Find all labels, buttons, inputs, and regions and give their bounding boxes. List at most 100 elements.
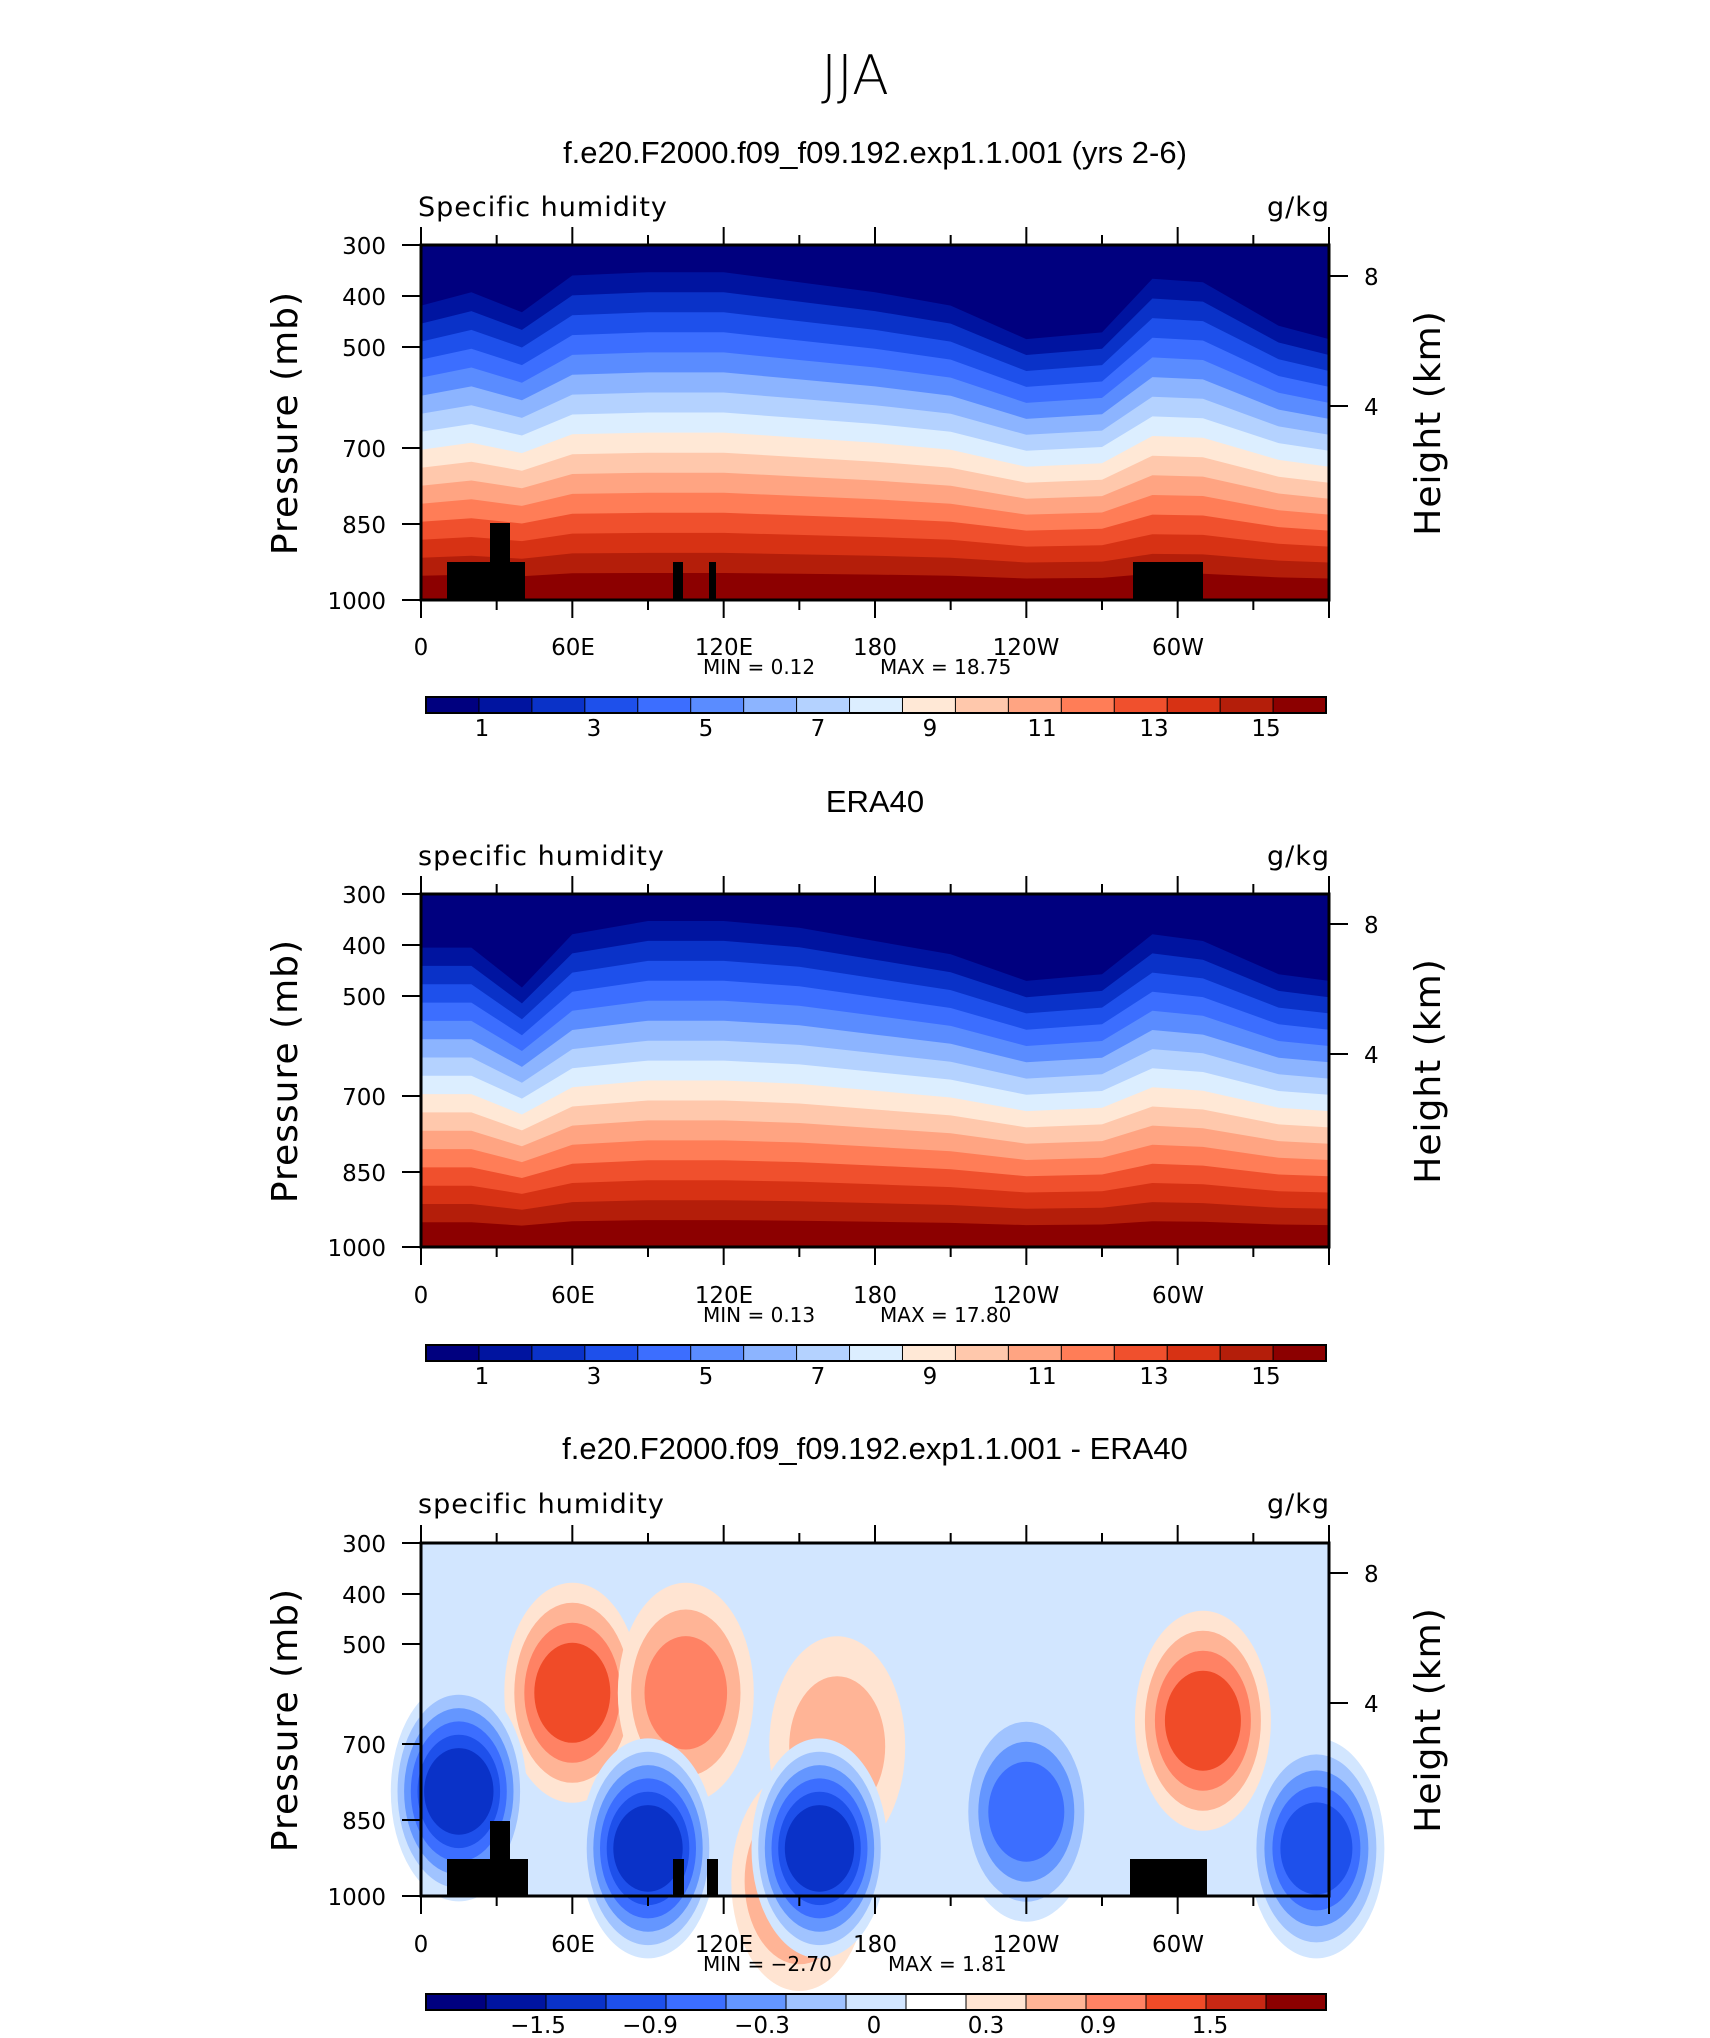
colorbar-swatch xyxy=(1008,697,1062,713)
colorbar-label: 15 xyxy=(1251,1364,1280,1390)
panel-title: ERA40 xyxy=(826,784,924,819)
x-tick-label: 180 xyxy=(853,1932,897,1958)
colorbar-label: 11 xyxy=(1027,716,1056,742)
y-right-tick-label: 4 xyxy=(1364,1692,1379,1718)
x-tick-label: 180 xyxy=(853,635,897,661)
y-axis-left: 300 400 500 700 850 1000 Pressure (mb) xyxy=(265,883,421,1262)
y-right-tick-label: 8 xyxy=(1364,265,1379,291)
contour-band xyxy=(421,1220,1329,1247)
colorbar-label: 11 xyxy=(1027,1364,1056,1390)
min-readout: MIN = 0.12 xyxy=(703,655,815,679)
figure-title: JJA xyxy=(821,44,889,107)
colorbar-label: −0.9 xyxy=(622,2013,678,2038)
x-tick-label: 120W xyxy=(993,1283,1060,1309)
x-tick-label: 180 xyxy=(853,1283,897,1309)
y-tick-label: 1000 xyxy=(327,589,386,615)
colorbar-label: 7 xyxy=(811,716,826,742)
anomaly-contour xyxy=(534,1642,611,1743)
colorbar-swatch xyxy=(1061,1345,1115,1361)
colorbar-swatch xyxy=(637,1345,692,1361)
colorbar-label: 3 xyxy=(587,716,602,742)
colorbar-label: 13 xyxy=(1139,716,1168,742)
colorbar-swatch xyxy=(546,1994,607,2010)
colorbar-swatch xyxy=(584,697,639,713)
variable-label: specific humidity xyxy=(418,841,665,872)
x-tick-label: 60W xyxy=(1152,1283,1204,1309)
max-readout: MAX = 17.80 xyxy=(880,1303,1011,1327)
colorbar-label: 1 xyxy=(475,716,490,742)
panel-difference: f.e20.F2000.f09_f09.192.exp1.1.001 - ERA… xyxy=(265,1431,1449,2038)
y-tick-label: 300 xyxy=(342,883,386,909)
colorbar-label: 15 xyxy=(1251,716,1280,742)
contour-fill xyxy=(421,894,1329,1247)
colorbar-frame xyxy=(425,1344,1327,1362)
colorbar-swatch xyxy=(796,1345,851,1361)
colorbar-swatch xyxy=(846,1994,907,2010)
colorbar-swatch xyxy=(902,697,956,713)
colorbar-swatch xyxy=(666,1994,727,2010)
colorbar-swatch xyxy=(743,697,798,713)
colorbar-swatch xyxy=(478,1345,533,1361)
colorbar-label: 0.3 xyxy=(968,2013,1005,2038)
panel-title: f.e20.F2000.f09_f09.192.exp1.1.001 (yrs … xyxy=(563,135,1187,170)
colorbar-labels: 1 3 5 7 9 11 13 15 xyxy=(475,1364,1281,1390)
y-tick-label: 1000 xyxy=(327,1885,386,1911)
colorbar-swatch xyxy=(486,1994,547,2010)
y-tick-label: 850 xyxy=(342,1161,386,1187)
colorbar-swatch xyxy=(906,1994,967,2010)
colorbar-swatch xyxy=(426,1994,487,2010)
colorbar-swatch xyxy=(849,697,903,713)
colorbar-label: 7 xyxy=(811,1364,826,1390)
colorbar-swatch xyxy=(1146,1994,1207,2010)
plot-area xyxy=(419,892,1331,1249)
colorbar-swatch xyxy=(966,1994,1027,2010)
y-right-tick-label: 4 xyxy=(1364,1043,1379,1069)
colorbar-swatch xyxy=(1008,1345,1062,1361)
x-tick-label: 0 xyxy=(414,1932,429,1958)
colorbar-label: 3 xyxy=(587,1364,602,1390)
y-tick-label: 300 xyxy=(342,1532,386,1558)
y-axis-left: 300 400 500 700 850 1000 Pressure (mb) xyxy=(265,234,421,615)
colorbar-label: 13 xyxy=(1139,1364,1168,1390)
y-tick-label: 850 xyxy=(342,1809,386,1835)
colorbar-swatch xyxy=(531,1345,586,1361)
topography-mask xyxy=(447,1821,1207,1896)
colorbar-label: 1 xyxy=(475,1364,490,1390)
y-tick-label: 500 xyxy=(342,336,386,362)
colorbar-swatch xyxy=(1167,1345,1221,1361)
x-tick-label: 60E xyxy=(551,1932,595,1958)
topography-mask xyxy=(447,523,1203,600)
y-tick-label: 400 xyxy=(342,934,386,960)
y-tick-label: 300 xyxy=(342,234,386,260)
colorbar xyxy=(425,696,1327,714)
panel-era40: ERA40 specific humidity g/kg 300 400 500… xyxy=(265,784,1449,1390)
anomaly-contour xyxy=(988,1761,1065,1862)
panel-title: f.e20.F2000.f09_f09.192.exp1.1.001 - ERA… xyxy=(562,1431,1188,1466)
colorbar-label: 0 xyxy=(867,2013,882,2038)
colorbar-swatch xyxy=(955,697,1009,713)
y-axis-title: Pressure (mb) xyxy=(265,1588,306,1852)
colorbar-swatch xyxy=(1206,1994,1267,2010)
colorbar-swatch xyxy=(1114,697,1168,713)
colorbar-swatch xyxy=(1266,1994,1327,2010)
colorbar-swatch xyxy=(478,697,533,713)
y-tick-label: 500 xyxy=(342,985,386,1011)
anomaly-contour xyxy=(424,1748,494,1835)
colorbar-frame xyxy=(425,1993,1327,2011)
colorbar-swatch xyxy=(786,1994,847,2010)
colorbar-swatch xyxy=(1061,697,1115,713)
x-tick-label: 0 xyxy=(414,635,429,661)
x-tick-label: 0 xyxy=(414,1283,429,1309)
colorbar-swatch xyxy=(902,1345,956,1361)
x-axis: 0 60E 120E 180 120W 60W xyxy=(414,1525,1330,1958)
colorbar xyxy=(425,1993,1327,2011)
y-axis-title: Pressure (mb) xyxy=(265,291,306,555)
colorbar-label: −1.5 xyxy=(510,2013,566,2038)
colorbar-label: 9 xyxy=(923,1364,938,1390)
min-readout: MIN = 0.13 xyxy=(703,1303,815,1327)
y-tick-label: 700 xyxy=(342,437,386,463)
anomaly-contour xyxy=(784,1805,855,1892)
y-right-axis-title: Height (km) xyxy=(1408,1607,1449,1832)
plot-area xyxy=(390,1541,1385,1991)
y-axis-right: 8 4 Height (km) xyxy=(1329,1562,1449,1833)
